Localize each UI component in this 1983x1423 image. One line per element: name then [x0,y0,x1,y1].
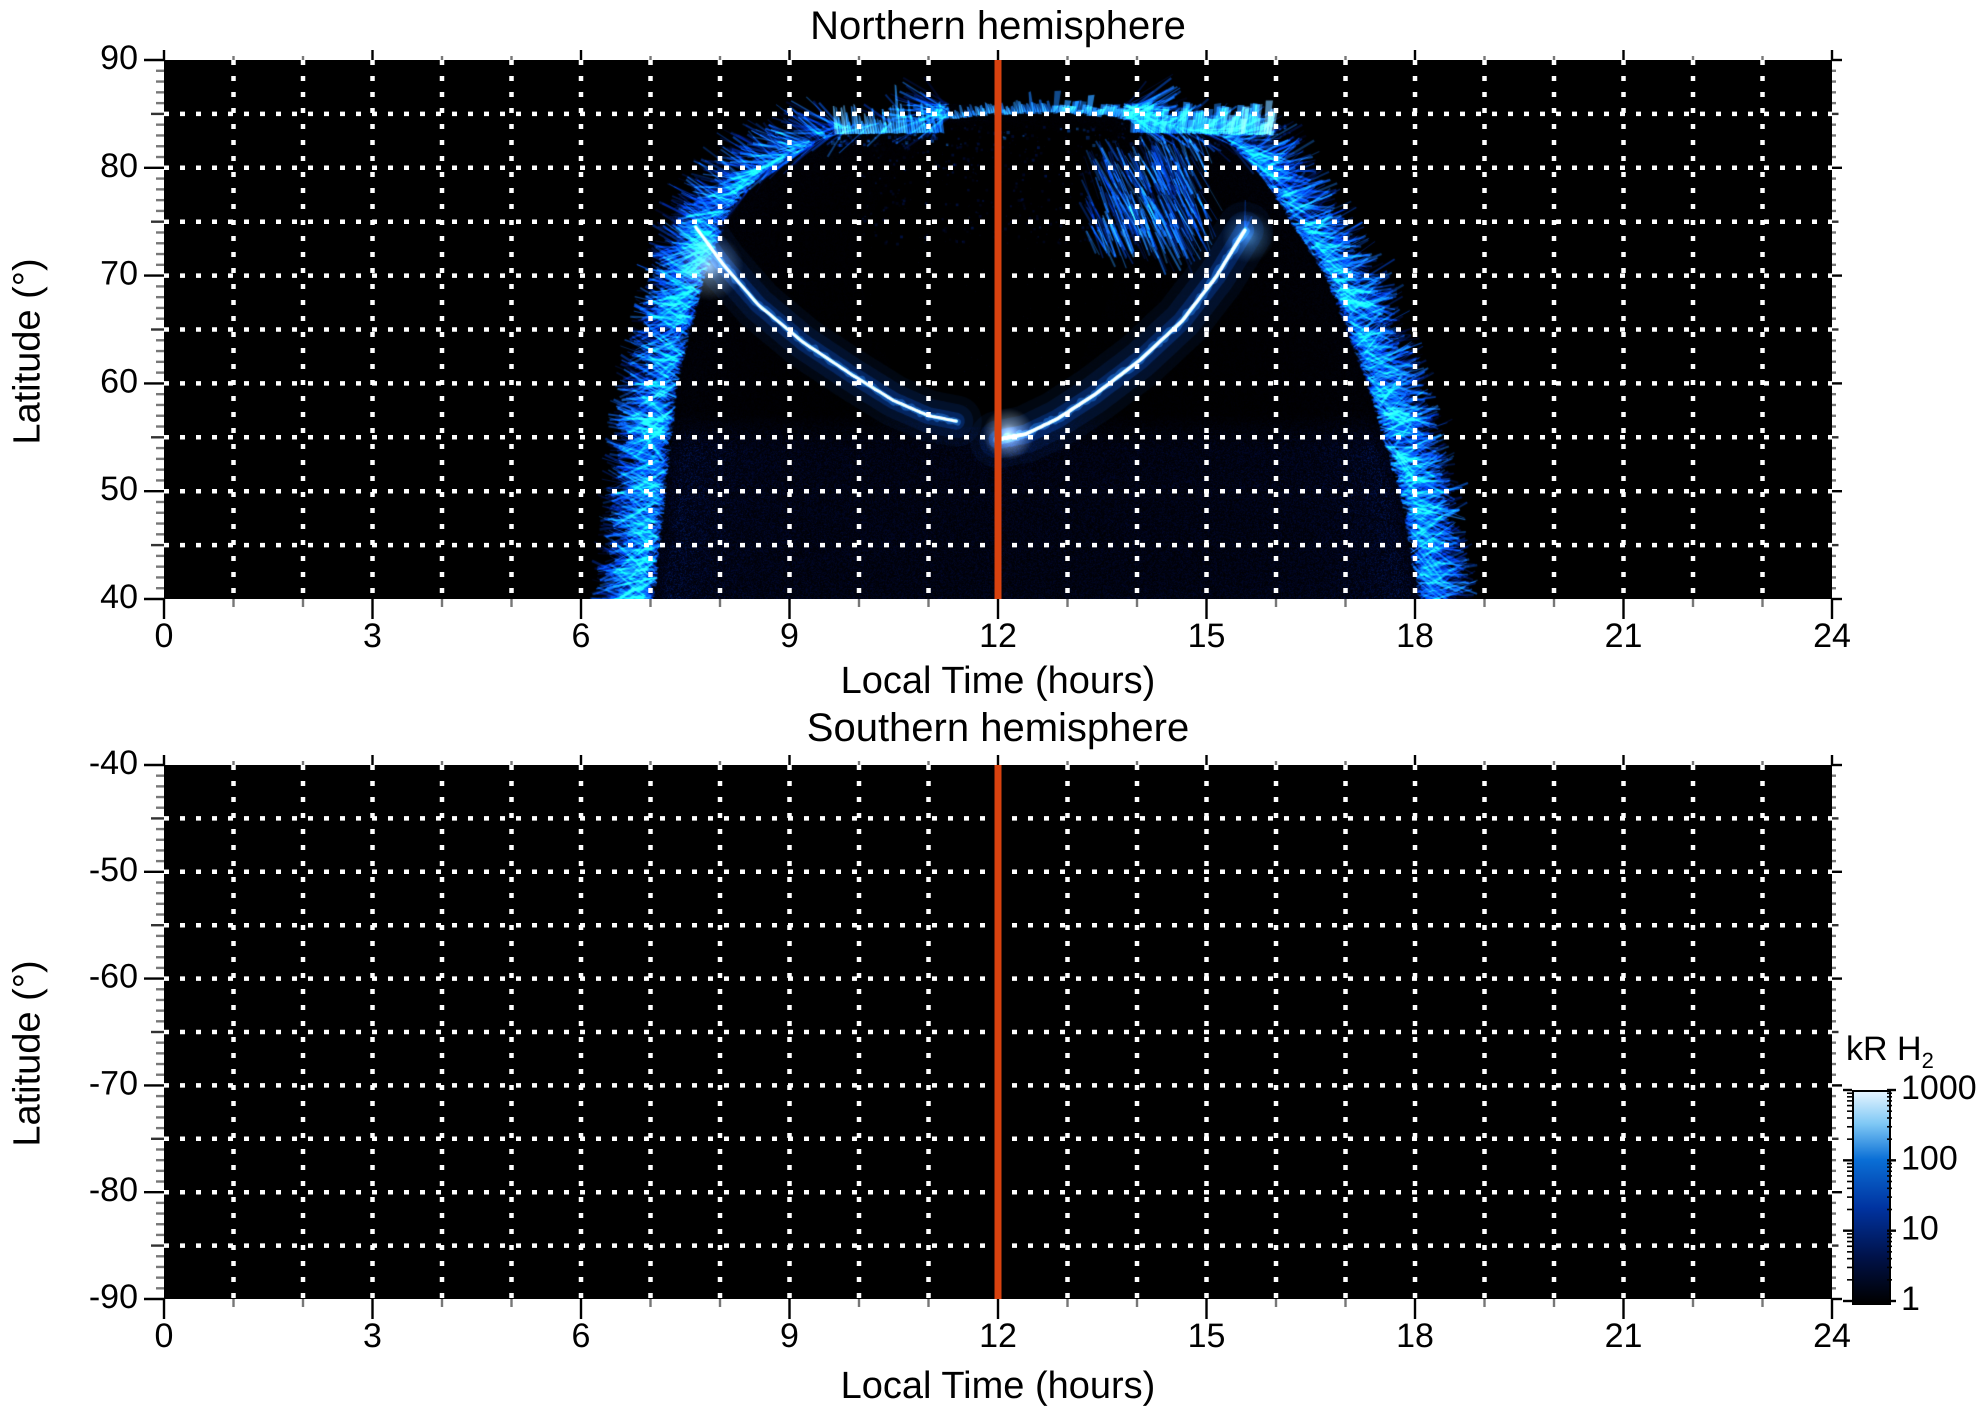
svg-text:1: 1 [1901,1280,1920,1318]
svg-text:3: 3 [363,1317,382,1355]
svg-text:0: 0 [155,1317,174,1355]
svg-text:1000: 1000 [1901,1069,1977,1107]
svg-text:21: 21 [1605,1317,1643,1355]
svg-text:-60: -60 [89,958,138,996]
svg-text:0: 0 [155,617,174,655]
svg-text:24: 24 [1813,1317,1851,1355]
svg-text:3: 3 [363,617,382,655]
svg-text:40: 40 [100,578,138,616]
svg-text:-90: -90 [89,1278,138,1316]
svg-text:6: 6 [572,1317,591,1355]
svg-text:-80: -80 [89,1171,138,1209]
svg-text:18: 18 [1396,617,1434,655]
svg-text:21: 21 [1605,617,1643,655]
svg-text:18: 18 [1396,1317,1434,1355]
svg-text:15: 15 [1188,617,1226,655]
svg-text:9: 9 [780,1317,799,1355]
svg-text:15: 15 [1188,1317,1226,1355]
svg-text:6: 6 [572,617,591,655]
svg-text:9: 9 [780,617,799,655]
svg-text:12: 12 [979,1317,1017,1355]
svg-text:-70: -70 [89,1064,138,1102]
svg-text:10: 10 [1901,1210,1939,1248]
svg-text:12: 12 [979,617,1017,655]
svg-text:90: 90 [100,39,138,77]
svg-text:80: 80 [100,147,138,185]
svg-text:-50: -50 [89,851,138,889]
svg-text:24: 24 [1813,617,1851,655]
svg-text:50: 50 [100,470,138,508]
svg-text:60: 60 [100,362,138,400]
svg-text:100: 100 [1901,1139,1958,1177]
svg-text:-40: -40 [89,744,138,782]
svg-text:70: 70 [100,255,138,293]
